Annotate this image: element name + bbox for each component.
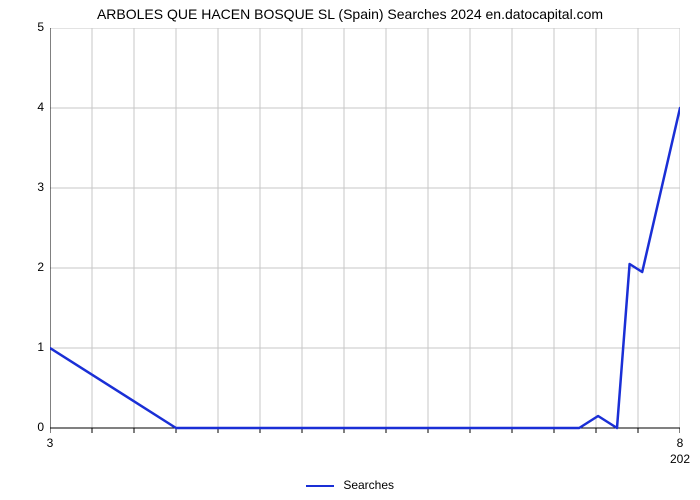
x-tick-label: 3 <box>47 436 54 450</box>
chart-svg <box>50 28 680 440</box>
y-tick-label: 1 <box>14 340 44 354</box>
legend: Searches <box>0 478 700 492</box>
y-tick-label: 0 <box>14 420 44 434</box>
legend-label: Searches <box>343 478 394 492</box>
plot-area <box>50 28 680 428</box>
y-tick-label: 2 <box>14 260 44 274</box>
chart-title: ARBOLES QUE HACEN BOSQUE SL (Spain) Sear… <box>0 6 700 22</box>
y-tick-label: 4 <box>14 100 44 114</box>
legend-swatch <box>306 485 334 487</box>
y-tick-label: 3 <box>14 180 44 194</box>
x-sub-label: 202 <box>670 452 690 466</box>
y-tick-label: 5 <box>14 20 44 34</box>
x-tick-label: 8 <box>677 436 684 450</box>
